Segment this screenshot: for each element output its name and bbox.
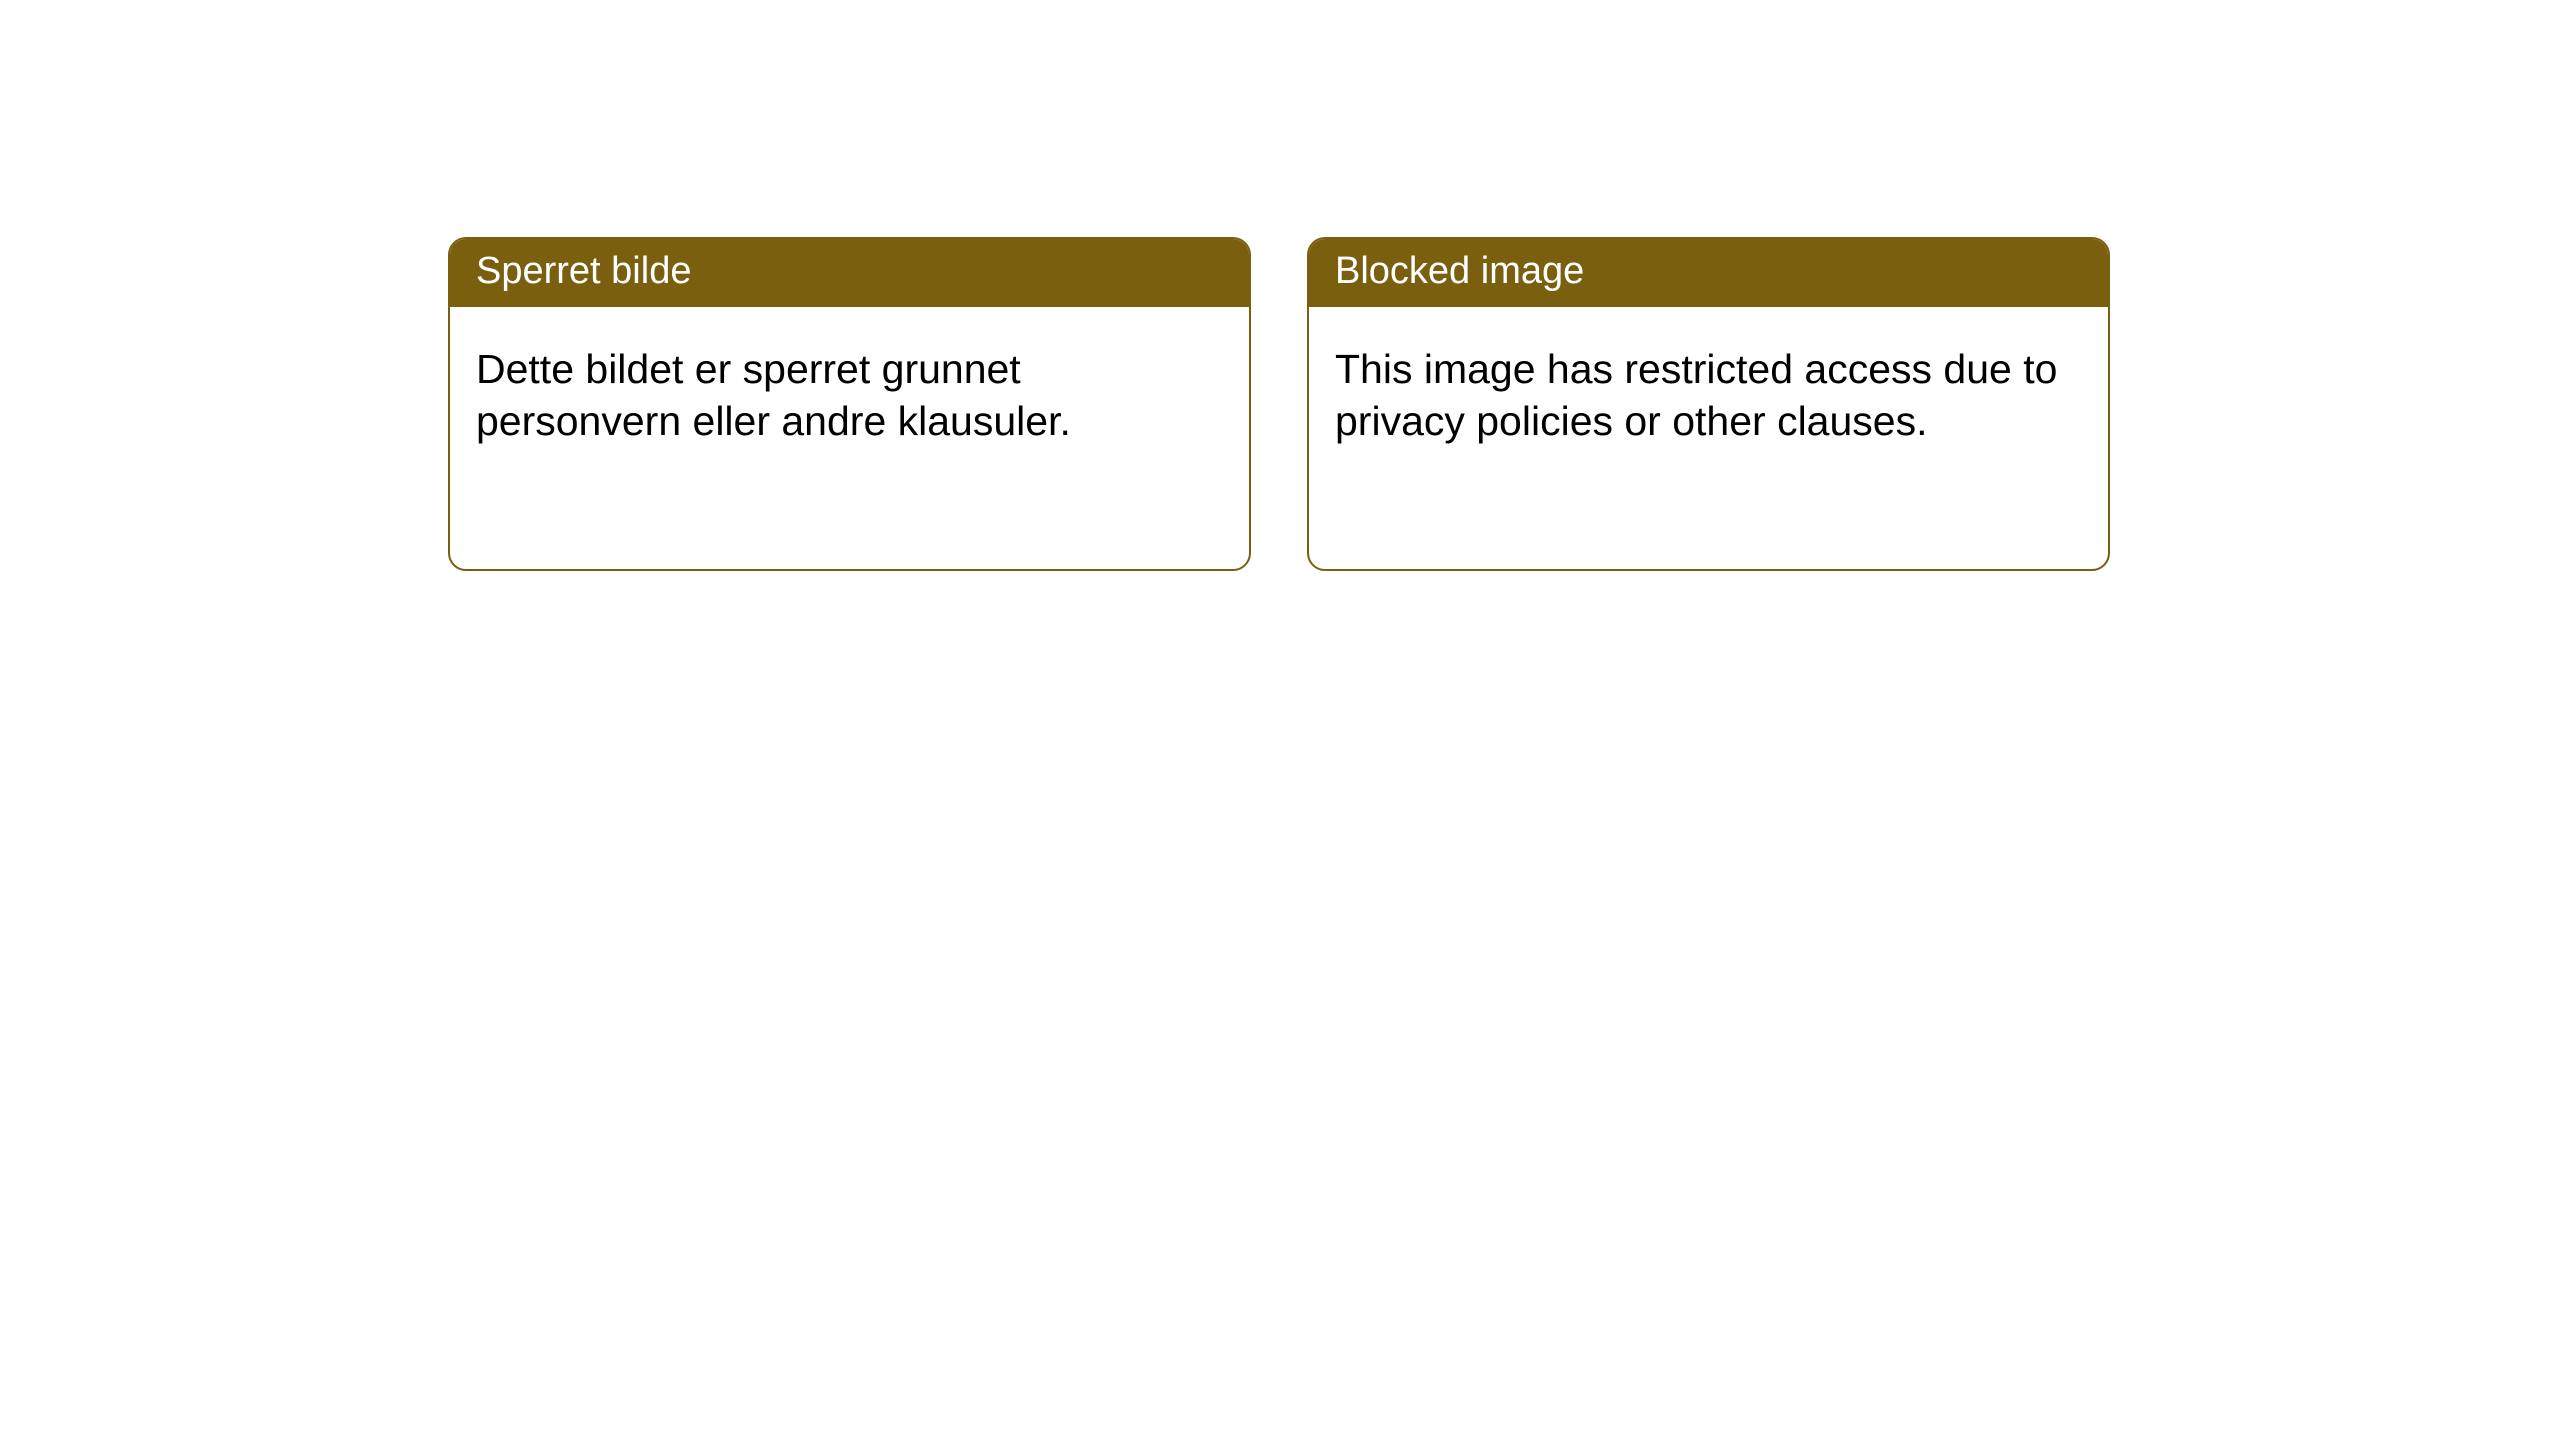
notice-cards-container: Sperret bilde Dette bildet er sperret gr… [448, 237, 2110, 571]
notice-card-body: This image has restricted access due to … [1309, 307, 2108, 569]
notice-card-english: Blocked image This image has restricted … [1307, 237, 2110, 571]
notice-card-norwegian: Sperret bilde Dette bildet er sperret gr… [448, 237, 1251, 571]
notice-card-body: Dette bildet er sperret grunnet personve… [450, 307, 1249, 569]
notice-card-title: Sperret bilde [450, 239, 1249, 307]
notice-card-title: Blocked image [1309, 239, 2108, 307]
